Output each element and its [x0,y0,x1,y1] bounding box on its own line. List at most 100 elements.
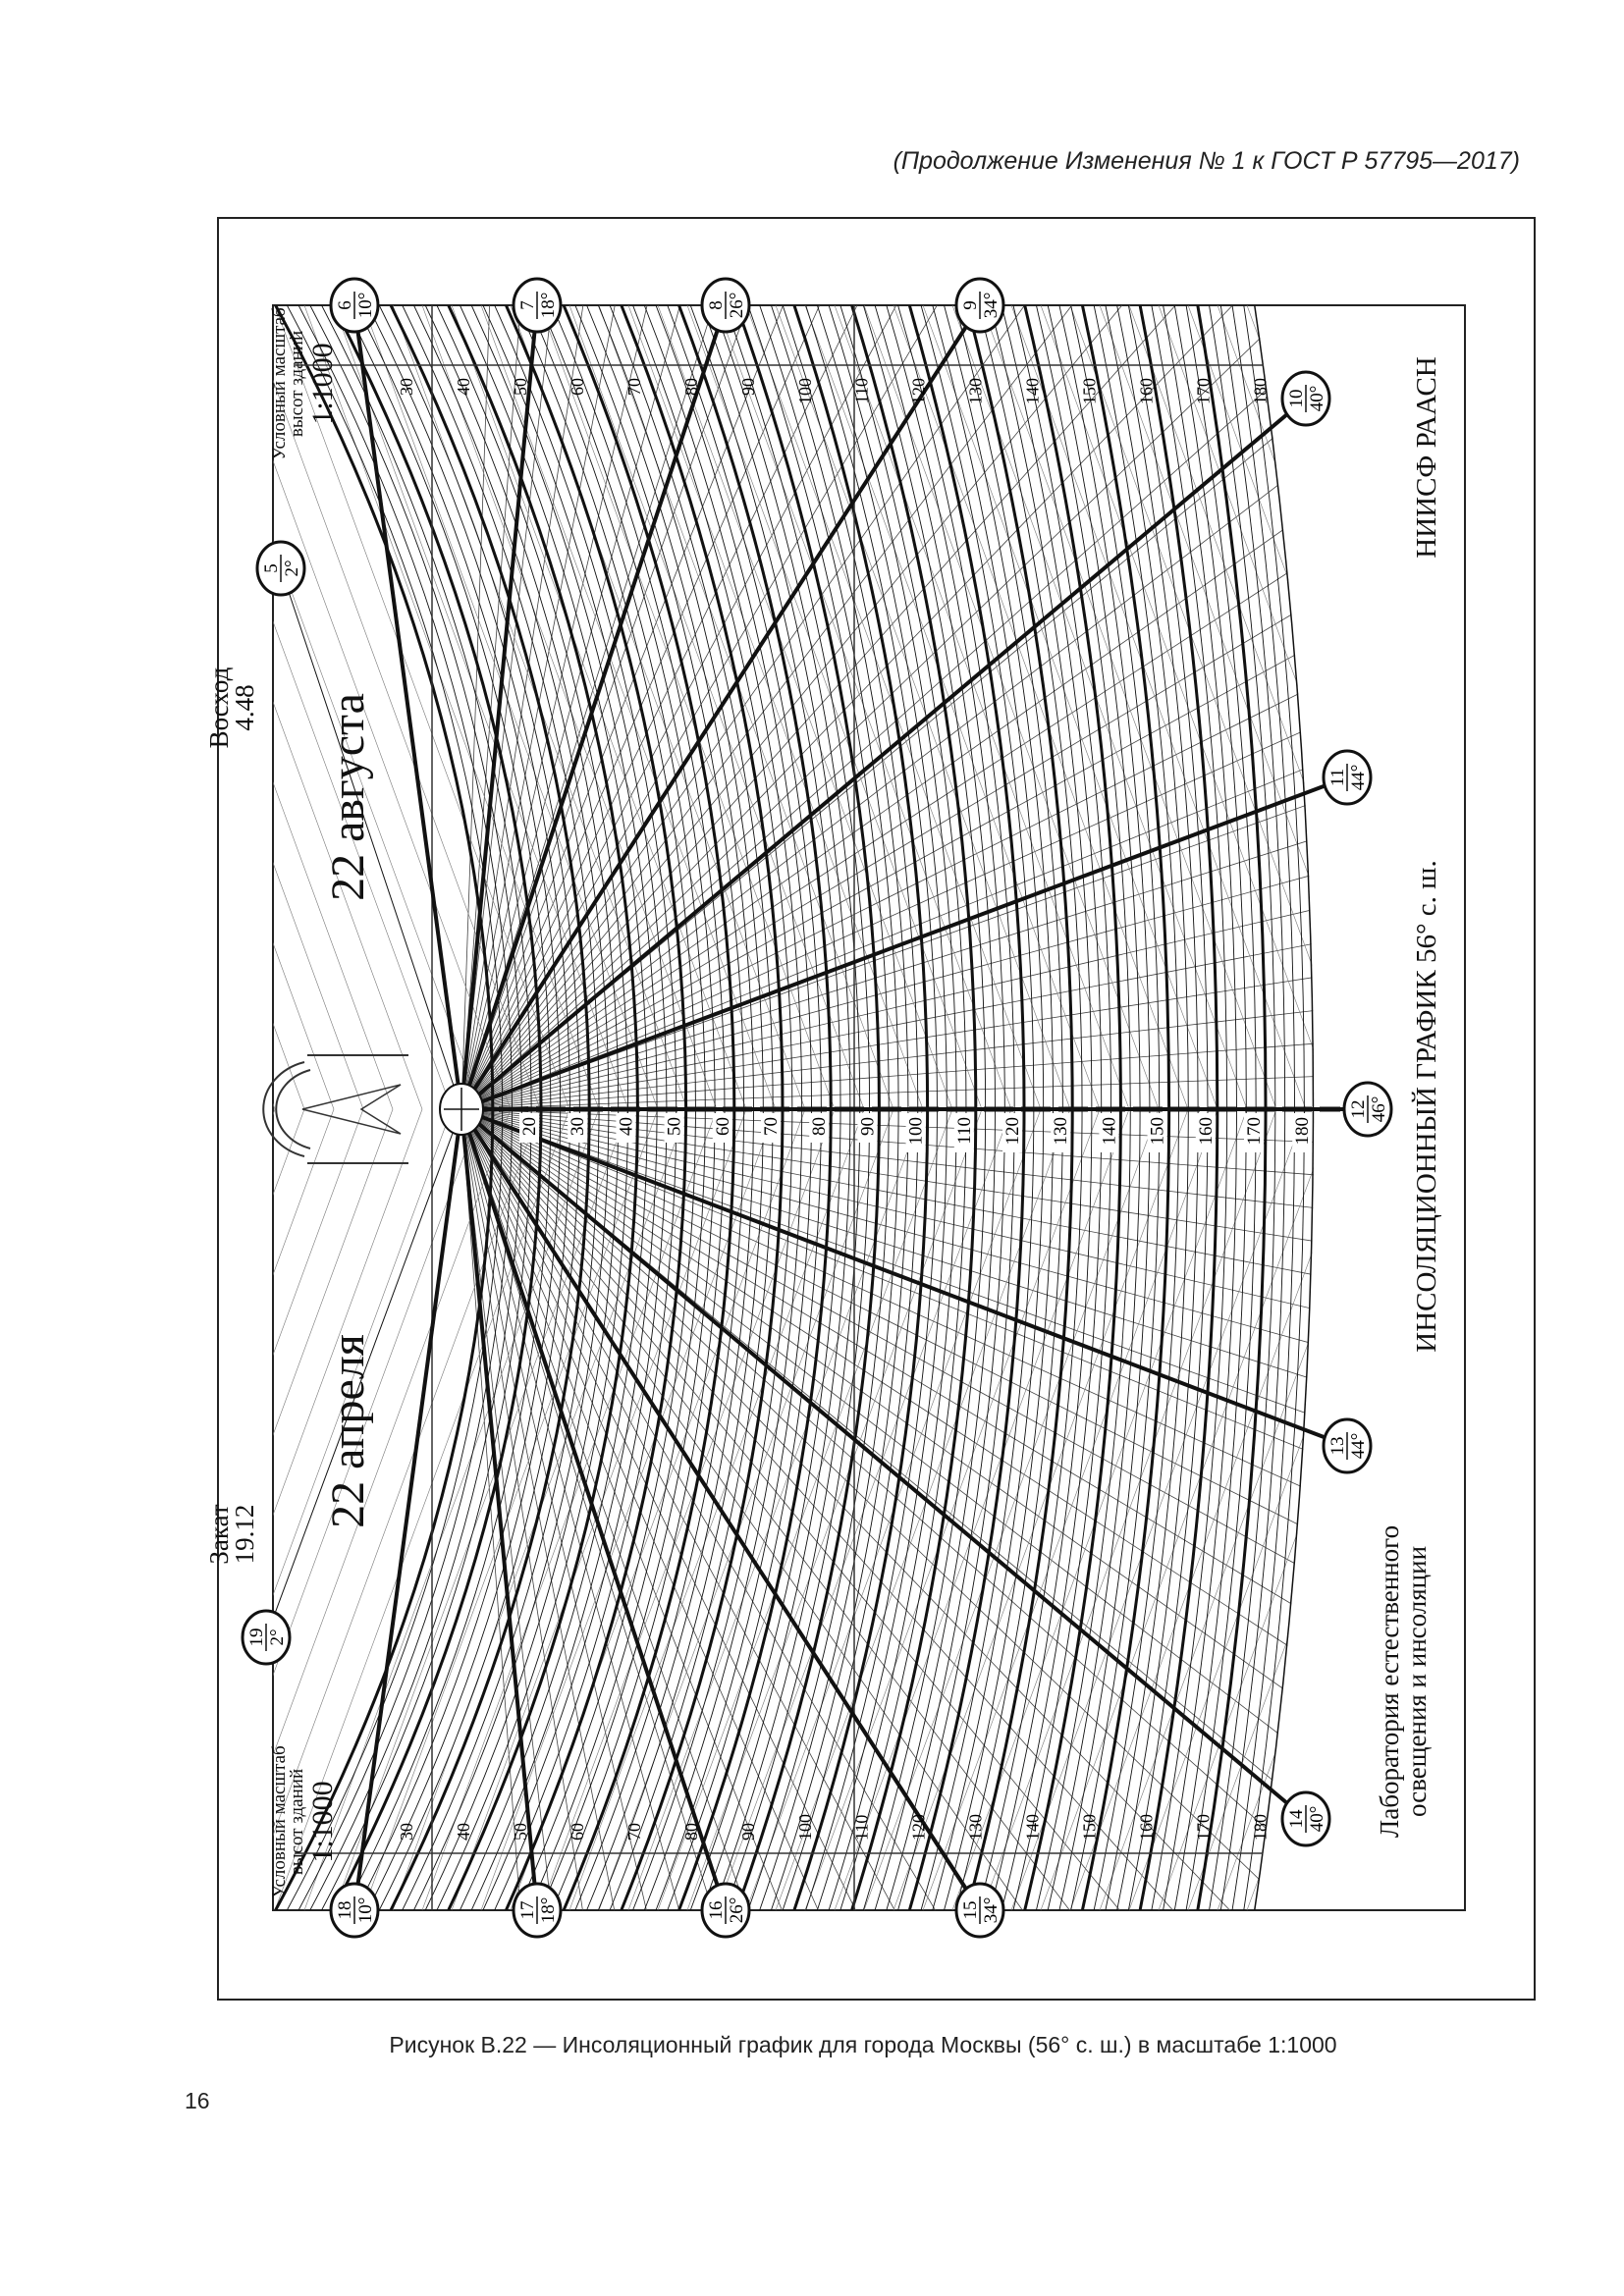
hatch-line [0,305,98,1109]
height-label: 30 [568,1117,588,1136]
hour-line [460,303,982,1111]
height-label: 140 [1099,1117,1119,1146]
hatch-line [421,1108,718,1910]
hatch-line [1099,305,1315,1110]
hatch-line [273,305,512,1110]
hatch-line [1424,305,1624,1109]
hatch-line [657,1108,953,1910]
hatch-line [1010,305,1307,1110]
hatch-line [0,305,10,1109]
sun-altitude: 2° [282,560,302,576]
hatch-line [1128,1108,1315,1910]
hatch-line [273,1108,512,1910]
hatch-line [1069,305,1315,1110]
hatch-line [273,1108,394,1910]
hour-value: 5 [261,563,282,573]
hatch-line [421,305,718,1110]
sun-altitude: 46° [1369,1096,1389,1123]
azimuth-line [460,305,680,1110]
hatch-line [0,1109,157,1910]
edge-height-label: 110 [852,378,872,403]
hatch-line [0,305,39,1109]
sunrise-label: Восход [204,667,234,748]
date-bottom: 22 апреля [322,1334,374,1528]
hour-line [352,1108,463,1911]
hour-value: 19 [246,1629,267,1647]
hour-marker: 14 40° [1280,1790,1331,1847]
hatch-line [1069,1108,1315,1910]
origin-marker [439,1083,484,1136]
hour-marker: 10 40° [1280,370,1331,427]
scale-top-line2: высот зданий [287,331,307,437]
hour-line [460,304,539,1110]
edge-height-label: 40 [454,1823,473,1841]
azimuth-line [460,1108,1315,1703]
hatch-line [1424,1109,1624,1910]
inner-frame [272,304,1466,1911]
hour-line [460,304,728,1110]
azimuth-line [460,1108,1315,1400]
hatch-line [922,1108,1218,1910]
azimuth-line [460,1108,1315,1439]
edge-height-label: 130 [966,378,986,404]
hatch-line [951,305,1248,1110]
azimuth-line [460,464,1315,1110]
hatch-line [539,305,836,1110]
sun-altitude: 40° [1307,1806,1327,1833]
north-arrow-icon [262,1054,408,1164]
azimuth-line [460,1108,1315,1910]
edge-height-label: 100 [795,1814,815,1841]
azimuth-line [460,1108,583,1910]
azimuth-line [460,1108,783,1910]
hatch-line [273,1108,541,1910]
hatch-line [273,305,394,1110]
sun-altitude: 26° [727,293,747,319]
azimuth-line [460,305,749,1110]
azimuth-line [460,1108,1315,1808]
azimuth-line [460,1108,856,1910]
sun-altitude: 34° [981,1897,1001,1924]
height-label: 70 [761,1117,782,1136]
azimuth-line [460,305,553,1110]
edge-height-label: 90 [738,1823,758,1841]
hour-marker: 5 2° [255,540,306,597]
hatch-line [981,305,1277,1110]
hour-marker: 19 2° [241,1609,292,1666]
hatch-line [273,305,335,1110]
azimuth-line [460,611,1315,1110]
sun-altitude: 40° [1307,386,1327,412]
lab-line2: освещения и инсоляции [1402,1546,1432,1817]
azimuth-line [460,1002,1315,1110]
hatch-line [333,1108,629,1910]
edge-height-label: 100 [795,378,815,404]
azimuth-line [460,1108,747,1910]
height-label: 60 [713,1117,733,1136]
outer-frame [217,217,1536,2001]
hatch-line [273,305,453,1110]
height-label: 120 [1002,1117,1023,1146]
azimuth-line [460,1108,1315,1362]
azimuth-line [460,819,1315,1110]
hatch-line [273,1108,364,1910]
edge-height-label: 110 [852,1815,872,1841]
hatch-line [893,1108,1189,1910]
hatch-line [863,1108,1160,1910]
hatch-line [0,1109,10,1910]
azimuth-line [460,1108,1315,1216]
hatch-line [0,1109,39,1910]
edge-height-label: 160 [1136,1814,1156,1841]
scale-bottom-value: 1:1000 [306,1781,339,1862]
hatch-line [598,1108,894,1910]
hatch-line [273,1108,305,1910]
hour-marker: 6 10° [329,277,380,334]
hatch-line [1305,1108,1315,1910]
hour-marker: 13 44° [1322,1417,1373,1474]
sunrise-time: 4.48 [230,684,259,730]
sun-altitude: 44° [1348,1433,1369,1460]
hour-line [265,1108,462,1638]
azimuth-line [460,1108,1315,1654]
hatch-line [273,305,305,1110]
height-label: 40 [616,1117,636,1136]
edge-height-label: 60 [568,1823,587,1841]
hatch-line [951,1108,1248,1910]
